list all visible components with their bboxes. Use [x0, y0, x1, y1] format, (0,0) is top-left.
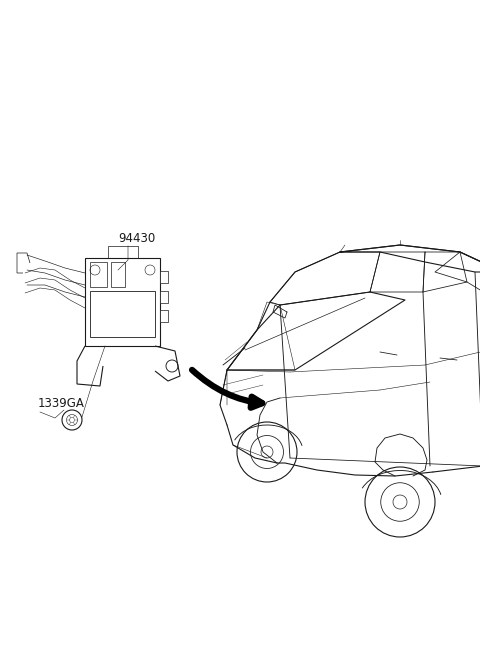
Bar — [90, 262, 107, 287]
Bar — [90, 291, 155, 337]
Bar — [160, 271, 168, 283]
Text: 94430: 94430 — [118, 232, 155, 245]
Bar — [111, 262, 124, 287]
Bar — [160, 310, 168, 322]
Text: 1339GA: 1339GA — [38, 397, 85, 410]
Bar — [160, 291, 168, 303]
Bar — [85, 258, 160, 346]
